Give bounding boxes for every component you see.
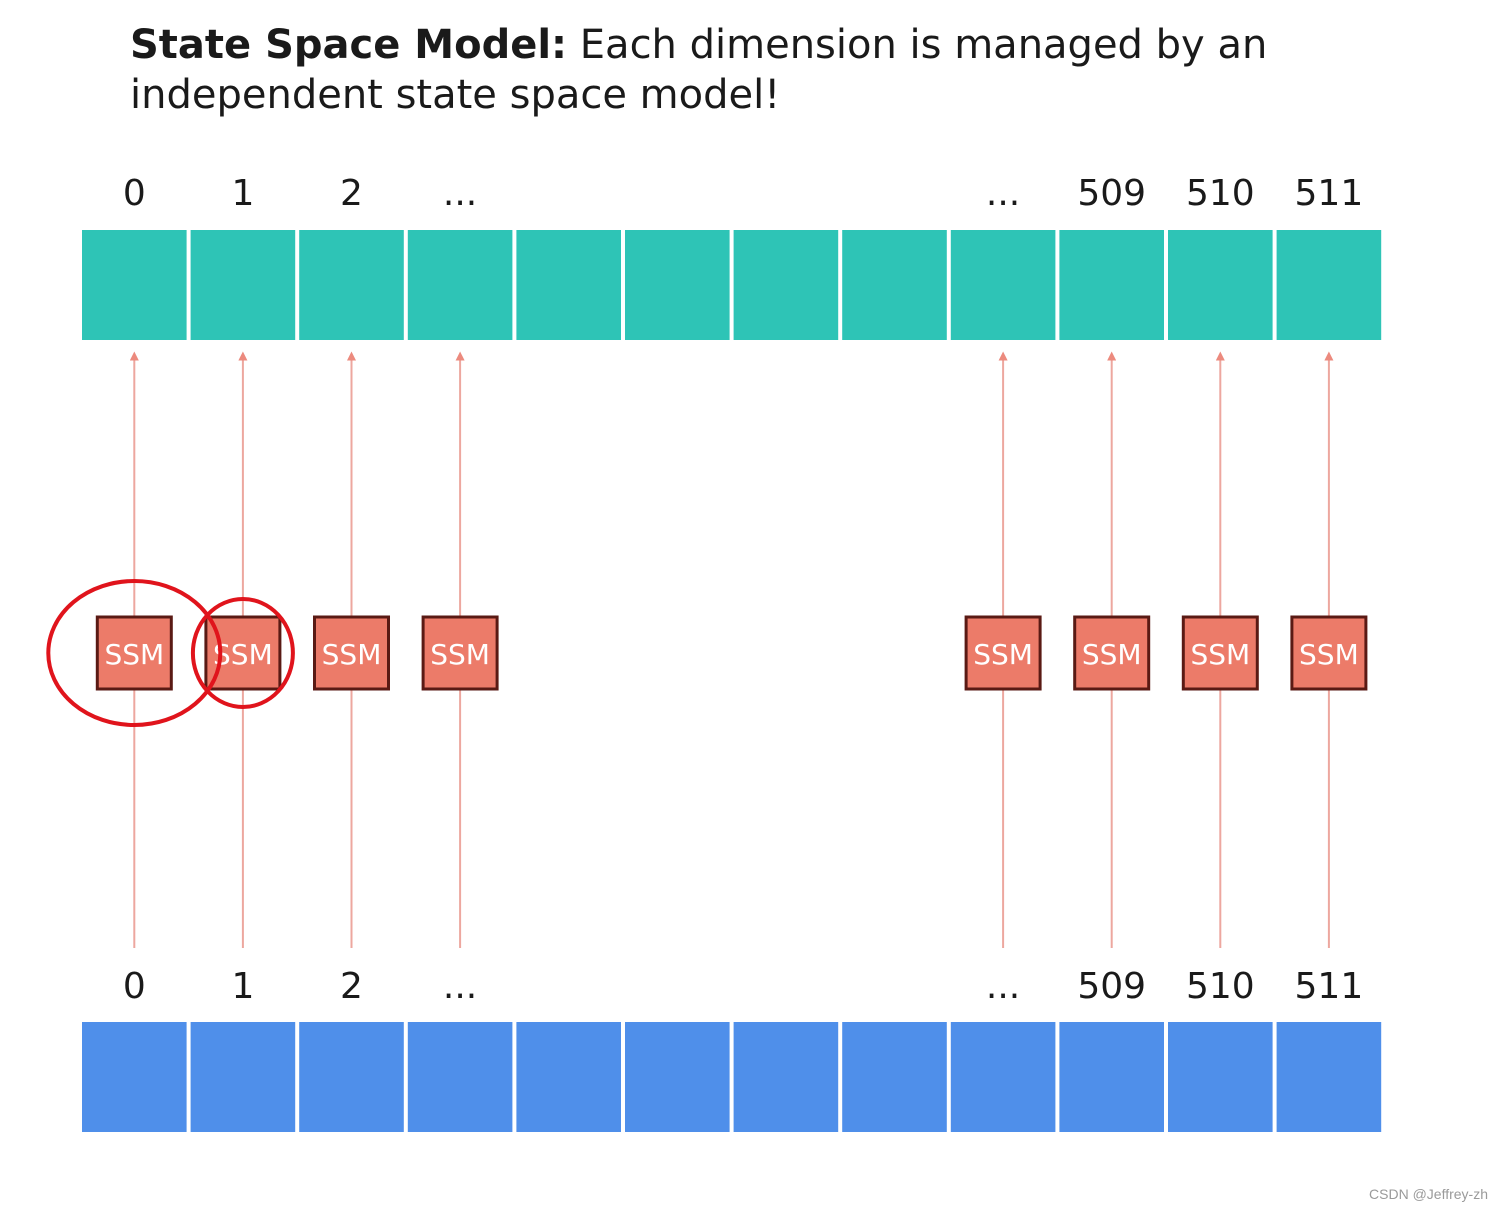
output-cell xyxy=(625,230,730,340)
output-cell xyxy=(516,230,621,340)
output-index-label: ... xyxy=(986,173,1020,214)
input-index-label: 0 xyxy=(123,966,146,1007)
output-cell xyxy=(1276,230,1382,340)
handwritten-circle-annotation xyxy=(46,579,223,727)
title-bold: State Space Model: xyxy=(130,22,568,68)
input-cell xyxy=(516,1022,621,1132)
ssm-box xyxy=(964,615,1042,691)
output-cell xyxy=(407,230,513,340)
output-index-label: 509 xyxy=(1077,173,1146,214)
ssm-box xyxy=(1290,615,1368,691)
input-index-label: 509 xyxy=(1077,966,1146,1007)
input-cell xyxy=(1059,1022,1164,1132)
input-cell xyxy=(625,1022,730,1132)
input-index-label: ... xyxy=(986,966,1020,1007)
input-cell xyxy=(733,1022,839,1132)
input-index-label: 2 xyxy=(340,966,363,1007)
ssm-box xyxy=(1073,615,1151,691)
ssm-label: SSM xyxy=(1299,638,1359,671)
ssm-label: SSM xyxy=(973,638,1033,671)
input-index-label: 511 xyxy=(1295,966,1364,1007)
output-cell xyxy=(82,230,187,340)
output-cell xyxy=(950,230,1056,340)
output-index-label: 0 xyxy=(123,173,146,214)
ssm-label: SSM xyxy=(322,638,382,671)
ssm-box xyxy=(204,615,282,691)
labels-layer: 0 0 1 1 2 2............ 509 509 510 510 511 511 xyxy=(123,173,1363,1007)
input-cell xyxy=(1276,1022,1382,1132)
output-index-label: 1 xyxy=(231,173,254,214)
input-cell xyxy=(407,1022,513,1132)
input-index-label: 510 xyxy=(1186,966,1255,1007)
ssm-box xyxy=(95,615,173,691)
output-index-label: 2 xyxy=(340,173,363,214)
ssm-label: SSM xyxy=(1190,638,1250,671)
input-cell xyxy=(1168,1022,1273,1132)
output-index-label: 510 xyxy=(1186,173,1255,214)
output-cell xyxy=(1059,230,1164,340)
ssm-label: SSM xyxy=(1082,638,1142,671)
input-cell xyxy=(950,1022,1056,1132)
title-rest: Each dimension is managed by an independ… xyxy=(130,22,1268,118)
input-cell xyxy=(82,1022,187,1132)
ssm-box xyxy=(1181,615,1259,691)
handwritten-circle-annotation xyxy=(190,597,295,709)
ssm-layer: SSM SSM SSM SSM SSM SSM SSM SSM xyxy=(95,615,1368,691)
output-row xyxy=(82,230,1382,340)
input-row xyxy=(82,1022,1382,1132)
output-cell xyxy=(299,230,404,340)
annotations-layer xyxy=(46,579,295,727)
ssm-label: SSM xyxy=(430,638,490,671)
input-cell xyxy=(842,1022,947,1132)
ssm-label: SSM xyxy=(213,638,273,671)
output-cell xyxy=(842,230,947,340)
ssm-label: SSM xyxy=(104,638,164,671)
ssm-box xyxy=(313,615,390,691)
output-cell xyxy=(733,230,839,340)
watermark: CSDN @Jeffrey-zh xyxy=(1369,1186,1488,1202)
output-index-label: 511 xyxy=(1295,173,1364,214)
output-index-label: ... xyxy=(443,173,477,214)
input-cell xyxy=(190,1022,296,1132)
input-index-label: ... xyxy=(443,966,477,1007)
input-index-label: 1 xyxy=(231,966,254,1007)
output-cell xyxy=(1168,230,1273,340)
diagram-title: State Space Model: Each dimension is man… xyxy=(130,20,1330,120)
output-cell xyxy=(190,230,296,340)
input-cell xyxy=(299,1022,404,1132)
ssm-box xyxy=(421,615,499,691)
